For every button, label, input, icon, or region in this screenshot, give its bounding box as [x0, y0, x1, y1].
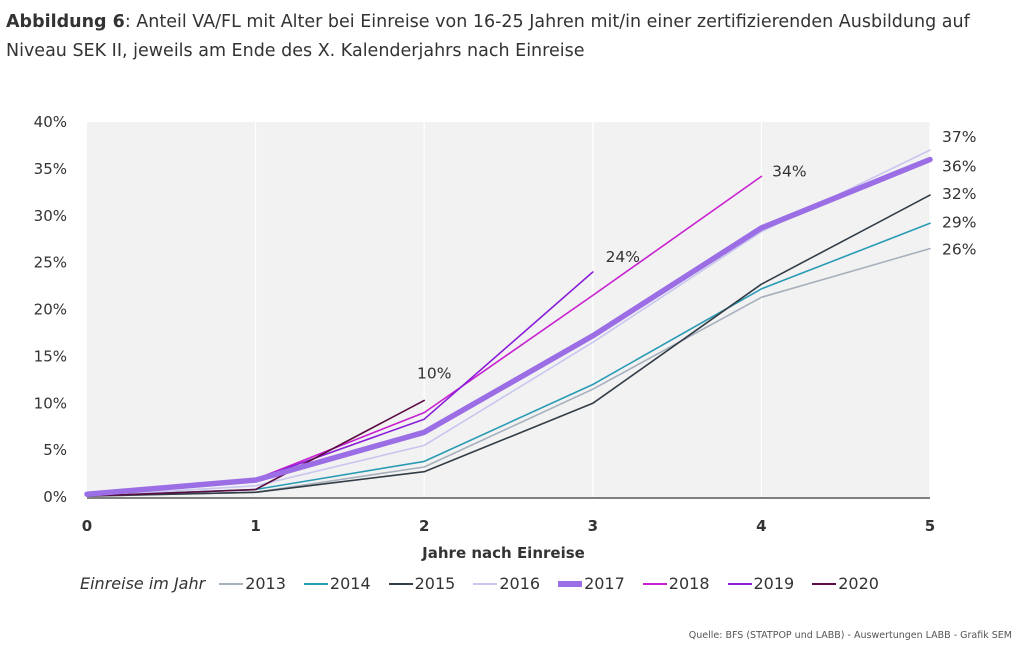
legend-item-2019: 2019: [727, 574, 795, 593]
data-label: 36%: [942, 158, 976, 176]
legend-item-2018: 2018: [642, 574, 710, 593]
legend-label: 2013: [245, 574, 286, 593]
legend-swatch: [642, 582, 667, 585]
legend-swatch: [388, 582, 413, 585]
legend-item-2016: 2016: [473, 574, 540, 593]
legend-item-2017: 2017: [558, 574, 625, 593]
y-tick-label: 35%: [34, 160, 67, 178]
x-axis-label: Jahre nach Einreise: [421, 544, 585, 562]
x-tick-label: 0: [82, 517, 92, 535]
legend-item-2020: 2020: [812, 574, 879, 593]
legend-swatch: [812, 582, 837, 585]
data-label: 37%: [942, 128, 976, 146]
data-label: 10%: [417, 364, 451, 382]
legend-item-2015: 2015: [388, 574, 456, 593]
y-tick-label: 25%: [34, 254, 67, 272]
y-tick-label: 40%: [34, 113, 67, 131]
legend-swatch: [558, 580, 583, 587]
series-line-2020: [86, 399, 426, 497]
legend-label: 2019: [753, 574, 795, 593]
legend-title: Einreise im Jahr: [80, 574, 206, 593]
x-tick-label: 1: [250, 517, 260, 535]
figure-number: Abbildung 6: [6, 12, 125, 32]
legend-label: 2016: [499, 574, 541, 593]
legend-item-2014: 2014: [303, 574, 371, 593]
legend-item-2013: 2013: [219, 574, 286, 593]
data-label: 32%: [942, 185, 976, 203]
legend-label: 2020: [838, 574, 879, 593]
legend-swatch: [473, 582, 498, 585]
data-label: 24%: [606, 248, 640, 266]
legend-label: 2014: [329, 574, 371, 593]
figure-title: Abbildung 6: Anteil VA/FL mit Alter bei …: [6, 8, 1016, 66]
legend-swatch: [303, 582, 328, 585]
legend-label: 2017: [584, 574, 625, 593]
series-line-2017: [84, 156, 933, 497]
source-note: Quelle: BFS (STATPOP und LABB) - Auswert…: [688, 630, 1012, 641]
y-tick-label: 30%: [34, 207, 67, 225]
x-tick-label: 3: [588, 517, 598, 535]
legend-swatch: [219, 582, 244, 585]
y-tick-label: 15%: [34, 347, 67, 365]
y-tick-label: 10%: [34, 394, 67, 412]
data-label: 26%: [942, 241, 976, 259]
y-tick-label: 0%: [43, 488, 67, 506]
legend-label: 2015: [414, 574, 456, 593]
data-label: 29%: [942, 213, 976, 231]
x-tick-label: 2: [419, 517, 429, 535]
legend-swatch: [727, 582, 752, 585]
x-tick-label: 4: [756, 517, 766, 535]
legend-label: 2018: [668, 574, 710, 593]
y-tick-label: 20%: [34, 301, 67, 319]
y-tick-label: 5%: [43, 441, 67, 459]
plot-area: [87, 122, 930, 497]
series-line-2015: [86, 194, 931, 497]
x-tick-label: 5: [925, 517, 935, 535]
figure-title-text: : Anteil VA/FL mit Alter bei Einreise vo…: [6, 12, 970, 61]
legend: Einreise im Jahr 2013 2014 2015 2016 2017 201…: [80, 574, 897, 593]
data-label: 34%: [772, 162, 806, 180]
